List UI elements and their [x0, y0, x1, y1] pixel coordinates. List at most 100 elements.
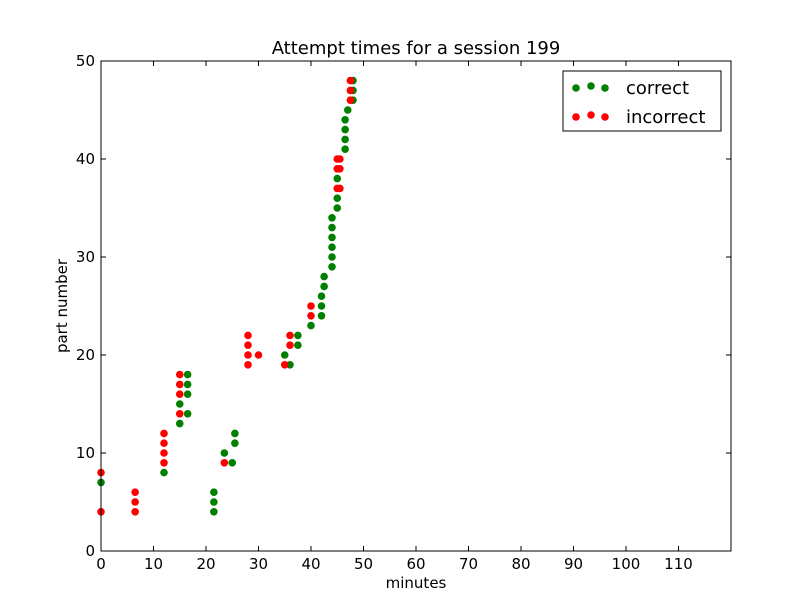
x-tick-label: 60 — [406, 555, 425, 573]
point-incorrect — [244, 331, 252, 340]
point-incorrect — [160, 459, 168, 467]
point-correct — [231, 439, 239, 448]
point-incorrect — [131, 498, 139, 506]
legend-marker-incorrect — [587, 111, 595, 119]
legend-marker-correct — [587, 82, 595, 90]
plot-frame — [100, 60, 732, 552]
legend-marker-correct — [601, 84, 609, 92]
point-correct — [320, 282, 328, 291]
point-incorrect — [254, 351, 263, 359]
legend-label-incorrect: incorrect — [626, 107, 705, 128]
point-correct — [333, 194, 342, 202]
point-incorrect — [244, 341, 252, 350]
x-tick-label: 100 — [612, 555, 641, 573]
point-correct — [210, 498, 218, 506]
point-correct — [175, 400, 184, 408]
point-correct — [328, 263, 336, 271]
point-incorrect — [244, 361, 252, 369]
point-correct — [228, 459, 237, 467]
point-correct — [307, 321, 315, 330]
point-correct — [220, 449, 229, 457]
point-incorrect — [175, 390, 184, 399]
x-tick-label: 10 — [144, 555, 163, 573]
point-correct — [210, 488, 218, 497]
x-tick-label: 80 — [511, 555, 530, 573]
point-correct — [294, 341, 302, 350]
legend-label-correct: correct — [626, 78, 689, 99]
legend-marker-correct — [572, 84, 580, 92]
point-incorrect — [131, 488, 139, 497]
point-incorrect — [175, 410, 184, 418]
point-correct — [333, 204, 342, 212]
x-tick-label: 20 — [196, 555, 215, 573]
point-incorrect — [336, 184, 344, 193]
point-incorrect — [346, 86, 355, 95]
point-correct — [317, 312, 326, 320]
legend-marker-incorrect — [601, 113, 609, 121]
point-correct — [328, 233, 336, 242]
y-tick-label: 0 — [85, 542, 95, 560]
point-incorrect — [346, 76, 355, 85]
points-layer — [97, 76, 357, 516]
point-correct — [341, 125, 349, 134]
point-incorrect — [160, 429, 168, 438]
y-tick-label: 50 — [76, 52, 95, 70]
point-incorrect — [131, 508, 139, 516]
point-incorrect — [280, 361, 289, 369]
point-correct — [183, 380, 192, 389]
point-correct — [175, 419, 184, 428]
point-correct — [231, 429, 239, 438]
point-incorrect — [307, 312, 315, 320]
point-correct — [320, 272, 328, 281]
point-correct — [328, 253, 336, 261]
point-correct — [341, 116, 349, 124]
point-correct — [183, 410, 192, 418]
point-correct — [286, 361, 294, 369]
ticks-layer: 0 10 20 30 40 50 60 70 80 90 100 110 0 10 20 30 40 50 — [76, 52, 731, 573]
point-incorrect — [175, 370, 184, 379]
point-correct — [183, 370, 192, 379]
point-correct — [343, 106, 352, 114]
point-correct — [328, 214, 336, 222]
x-axis-label: minutes — [386, 574, 447, 592]
y-tick-label: 20 — [76, 346, 95, 364]
y-tick-label: 10 — [76, 444, 95, 462]
point-incorrect — [160, 439, 168, 448]
y-axis-label: part number — [53, 258, 71, 353]
legend-markers — [572, 82, 609, 121]
point-correct — [294, 331, 302, 340]
point-correct — [328, 243, 336, 251]
point-correct — [183, 390, 192, 399]
x-tick-label: 0 — [96, 555, 106, 573]
x-tick-label: 50 — [354, 555, 373, 573]
point-incorrect — [336, 155, 344, 163]
point-incorrect — [286, 341, 294, 350]
legend: correct incorrect — [562, 70, 722, 132]
x-tick-label: 40 — [301, 555, 320, 573]
point-correct — [317, 302, 326, 310]
point-incorrect — [286, 331, 294, 340]
point-incorrect — [307, 302, 315, 310]
legend-marker-incorrect — [572, 113, 580, 121]
point-incorrect — [244, 351, 252, 359]
point-correct — [210, 508, 218, 516]
legend-box — [562, 70, 722, 132]
point-correct — [328, 223, 336, 232]
point-correct — [280, 351, 289, 359]
point-correct — [160, 468, 168, 477]
x-tick-label: 110 — [664, 555, 693, 573]
point-incorrect — [336, 165, 344, 173]
point-incorrect — [175, 380, 184, 389]
point-correct — [341, 145, 349, 153]
chart-title: Attempt times for a session 199 — [272, 38, 561, 59]
x-tick-label: 70 — [459, 555, 478, 573]
point-correct — [333, 174, 342, 183]
point-incorrect — [220, 459, 229, 467]
point-correct — [341, 135, 349, 144]
point-incorrect — [346, 96, 355, 104]
y-tick-label: 40 — [76, 150, 95, 168]
point-correct — [317, 292, 326, 301]
x-tick-label: 90 — [564, 555, 583, 573]
